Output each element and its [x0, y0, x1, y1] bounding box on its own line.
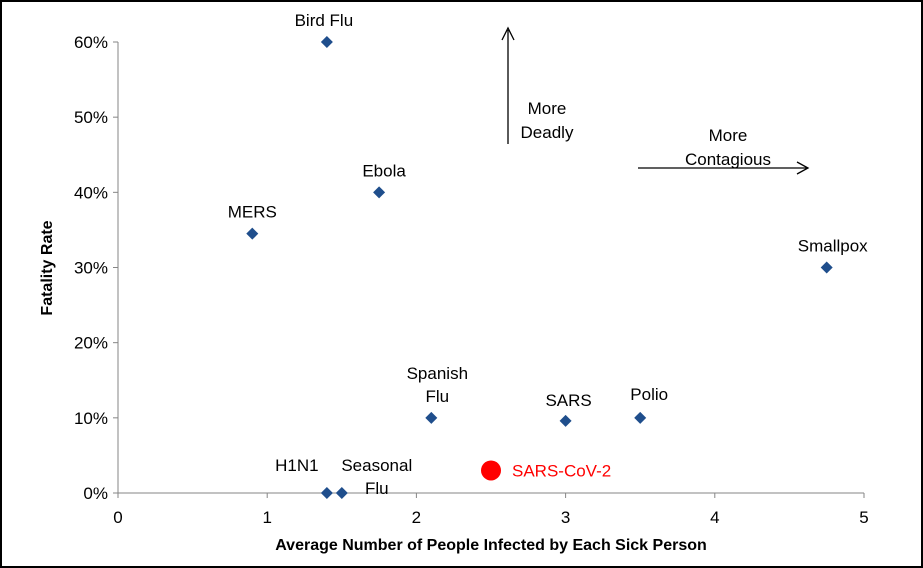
y-tick-label: 10%	[74, 409, 108, 428]
data-point-label: H1N1	[275, 456, 318, 475]
annotation-deadly-label: More	[528, 99, 567, 118]
point-labels: Bird Flu Ebola MERS Smallpox Spanish Flu SARS P…	[228, 11, 868, 498]
data-point-marker	[246, 227, 259, 240]
right-arrow-head	[796, 161, 810, 175]
data-point-label: Spanish	[407, 364, 468, 383]
y-tick-label: 50%	[74, 108, 108, 127]
axes	[117, 42, 864, 494]
data-point-label: Flu	[426, 387, 450, 406]
data-point-marker	[634, 411, 647, 424]
data-point-marker	[320, 36, 333, 48]
data-point-marker	[320, 487, 333, 499]
annotations: More Deadly More Contagious	[501, 26, 810, 175]
x-tick-label: 0	[113, 508, 122, 527]
up-arrow-head	[501, 26, 515, 41]
x-axis-title: Average Number of People Infected by Eac…	[275, 537, 707, 554]
data-point-label: Seasonal	[341, 456, 412, 475]
data-point-marker	[559, 414, 572, 427]
annotation-deadly-label: Deadly	[521, 123, 574, 142]
y-axis-title: Fatality Rate	[39, 220, 56, 315]
marks	[246, 36, 833, 499]
data-point-marker	[820, 261, 833, 274]
data-point-label: SARS	[545, 391, 591, 410]
y-tick-label: 60%	[74, 33, 108, 52]
data-point-label: Smallpox	[798, 237, 868, 256]
highlight-point-label: SARS-CoV-2	[512, 461, 611, 480]
y-tick-label: 30%	[74, 259, 108, 278]
data-point-label: MERS	[228, 203, 277, 222]
x-tick-label: 1	[262, 508, 271, 527]
data-point-marker	[373, 186, 386, 199]
data-point-label: Flu	[365, 479, 389, 498]
data-point-label: Polio	[630, 385, 668, 404]
x-tick-label: 2	[412, 508, 421, 527]
annotation-contagious-label: Contagious	[685, 150, 771, 169]
highlight-point-marker	[481, 460, 501, 481]
x-tick-label: 5	[859, 508, 868, 527]
data-point-marker	[425, 411, 438, 424]
annotation-contagious-label: More	[709, 126, 748, 145]
ticks: 0% 10% 20% 30% 40% 50% 60% 0 1 2 3 4 5	[74, 33, 869, 527]
data-point-marker	[335, 487, 348, 499]
x-tick-label: 3	[561, 508, 570, 527]
data-point-label: Bird Flu	[295, 11, 354, 30]
x-tick-label: 4	[710, 508, 719, 527]
data-point-label: Ebola	[362, 161, 406, 180]
y-tick-label: 0%	[83, 484, 108, 503]
y-tick-label: 40%	[74, 183, 108, 202]
y-tick-label: 20%	[74, 334, 108, 353]
